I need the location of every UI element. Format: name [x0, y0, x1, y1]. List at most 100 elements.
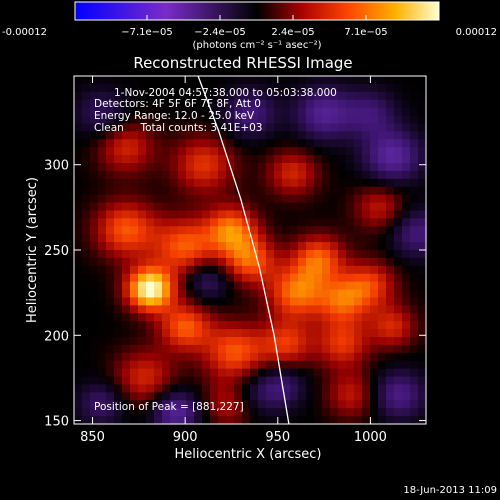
heatmap-cell	[282, 99, 291, 109]
heatmap-cell	[378, 321, 387, 330]
heatmap-cell	[290, 289, 299, 299]
heatmap-cell	[82, 163, 91, 172]
heatmap-cell	[330, 83, 339, 93]
heatmap-cell	[282, 242, 291, 251]
heatmap-cell	[170, 155, 179, 164]
heatmap-cell	[402, 170, 411, 180]
heatmap-cell	[178, 139, 187, 148]
heatmap-cell	[82, 360, 91, 370]
heatmap-cell	[250, 234, 259, 243]
heatmap-cell	[338, 155, 347, 164]
heatmap-cell	[322, 281, 331, 291]
heatmap-cell	[362, 123, 371, 132]
heatmap-cell	[282, 352, 291, 362]
heatmap-cell	[178, 392, 187, 401]
heatmap-cell	[74, 91, 83, 101]
heatmap-cell	[154, 384, 163, 393]
heatmap-cell	[138, 408, 147, 417]
heatmap-cell	[138, 242, 147, 251]
heatmap-cell	[194, 139, 203, 148]
heatmap-cell	[282, 234, 291, 243]
heatmap-cell	[162, 210, 171, 219]
heatmap-cell	[210, 368, 219, 378]
heatmap-cell	[266, 139, 275, 148]
heatmap-cell	[74, 337, 83, 346]
heatmap-cell	[154, 163, 163, 172]
heatmap-cell	[194, 91, 203, 101]
heatmap-cell	[418, 123, 427, 132]
heatmap-cell	[378, 344, 387, 354]
heatmap-cell	[162, 329, 171, 338]
heatmap-cell	[258, 281, 267, 291]
colorbar-gradient	[74, 1, 440, 21]
heatmap-cell	[218, 115, 227, 125]
heatmap-cell	[90, 400, 99, 409]
heatmap-cell	[418, 202, 427, 212]
heatmap-cell	[146, 178, 155, 188]
heatmap-cell	[338, 107, 347, 117]
heatmap-cell	[154, 250, 163, 259]
heatmap-cell	[298, 392, 307, 401]
heatmap-cell	[290, 76, 299, 85]
heatmap-cell	[306, 170, 315, 180]
heatmap-cell	[298, 360, 307, 370]
heatmap-cell	[178, 107, 187, 117]
heatmap-cell	[162, 337, 171, 346]
heatmap-cell	[322, 273, 331, 283]
heatmap-cell	[210, 352, 219, 362]
heatmap-cell	[114, 178, 123, 188]
heatmap-cell	[410, 337, 419, 346]
heatmap-cell	[378, 368, 387, 378]
heatmap-cell	[90, 115, 99, 125]
heatmap-cell	[290, 194, 299, 204]
heatmap-cell	[178, 305, 187, 314]
heatmap-cell	[362, 194, 371, 204]
heatmap-cell	[354, 408, 363, 417]
heatmap-cell	[314, 329, 323, 338]
heatmap-cell	[410, 234, 419, 243]
heatmap-cell	[378, 281, 387, 291]
heatmap-cell	[322, 91, 331, 101]
heatmap-cell	[186, 107, 195, 117]
heatmap-cell	[186, 218, 195, 227]
heatmap-cell	[410, 392, 419, 401]
heatmap-cell	[370, 289, 379, 299]
heatmap-cell	[154, 257, 163, 267]
heatmap-cell	[370, 234, 379, 243]
heatmap-cell	[74, 194, 83, 204]
heatmap-cell	[98, 178, 107, 188]
heatmap-cell	[394, 178, 403, 188]
heatmap-cell	[394, 289, 403, 299]
heatmap-cell	[290, 265, 299, 275]
heatmap-cell	[386, 202, 395, 212]
heatmap-cell	[418, 99, 427, 109]
heatmap-cell	[82, 91, 91, 101]
heatmap-cell	[354, 297, 363, 306]
heatmap-cell	[122, 202, 131, 212]
heatmap-cell	[258, 368, 267, 378]
heatmap-cell	[138, 115, 147, 125]
heatmap-cell	[106, 186, 115, 196]
heatmap-cell	[394, 313, 403, 322]
heatmap-cell	[234, 99, 243, 109]
heatmap-cell	[266, 265, 275, 275]
heatmap-cell	[82, 257, 91, 267]
heatmap-cell	[242, 202, 251, 212]
heatmap-cell	[226, 265, 235, 275]
heatmap-cell	[386, 257, 395, 267]
heatmap-cell	[98, 360, 107, 370]
heatmap-cell	[362, 83, 371, 93]
annotation-time-range: 1-Nov-2004 04:57:38.000 to 05:03:38.000	[114, 87, 337, 99]
heatmap-cell	[106, 376, 115, 386]
heatmap-cell	[218, 210, 227, 219]
heatmap-cell	[178, 83, 187, 93]
heatmap-cell	[386, 234, 395, 243]
heatmap-cell	[306, 76, 315, 85]
heatmap-cell	[378, 384, 387, 393]
heatmap-cell	[170, 352, 179, 362]
heatmap-cell	[298, 313, 307, 322]
heatmap-cell	[210, 99, 219, 109]
heatmap-cell	[154, 416, 163, 425]
heatmap-cell	[410, 368, 419, 378]
heatmap-cell	[98, 83, 107, 93]
